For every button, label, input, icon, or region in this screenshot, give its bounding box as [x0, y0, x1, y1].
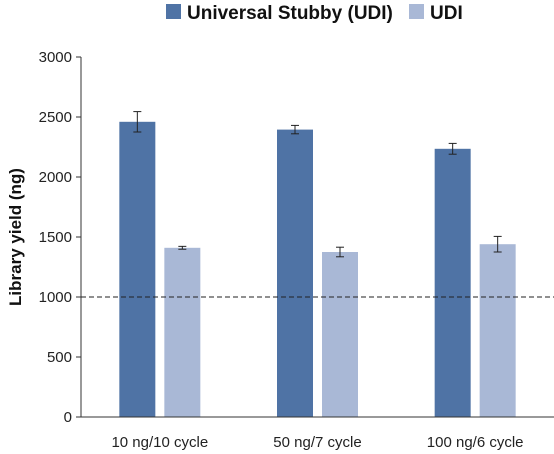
legend-swatch-0: [166, 4, 181, 19]
y-axis: 0 500 1000 1500 2000 2500 3000: [39, 49, 82, 426]
legend-label-1: UDI: [430, 3, 463, 24]
bar-universal-stubby-udi-0: [119, 121, 156, 418]
x-tick-label-0: 10 ng/10 cycle: [111, 434, 208, 451]
bar-universal-stubby-udi-1: [277, 129, 313, 417]
x-axis: 10 ng/10 cycle 50 ng/7 cycle 100 ng/6 cycl…: [81, 416, 554, 451]
y-tick-label-500: 500: [47, 349, 72, 366]
bar-udi-2: [479, 244, 516, 417]
legend-swatch-1: [409, 4, 424, 19]
y-tick-label-0: 0: [64, 409, 72, 426]
y-tick-label-1000: 1000: [39, 289, 72, 306]
y-tick-label-3000: 3000: [39, 49, 72, 66]
legend-label-0: Universal Stubby (UDI): [187, 3, 393, 24]
bar-udi-0: [164, 247, 201, 417]
x-tick-label-1: 50 ng/7 cycle: [273, 434, 361, 451]
bar-udi-1: [322, 252, 358, 417]
bar-universal-stubby-udi-2: [434, 148, 471, 418]
legend: Universal Stubby (UDI) UDI: [166, 3, 463, 24]
y-tick-label-2000: 2000: [39, 169, 72, 186]
y-tick-label-1500: 1500: [39, 229, 72, 246]
x-tick-label-2: 100 ng/6 cycle: [427, 434, 524, 451]
y-axis-title: Library yield (ng): [6, 168, 25, 306]
y-tick-label-2500: 2500: [39, 109, 72, 126]
bars: [81, 111, 554, 418]
